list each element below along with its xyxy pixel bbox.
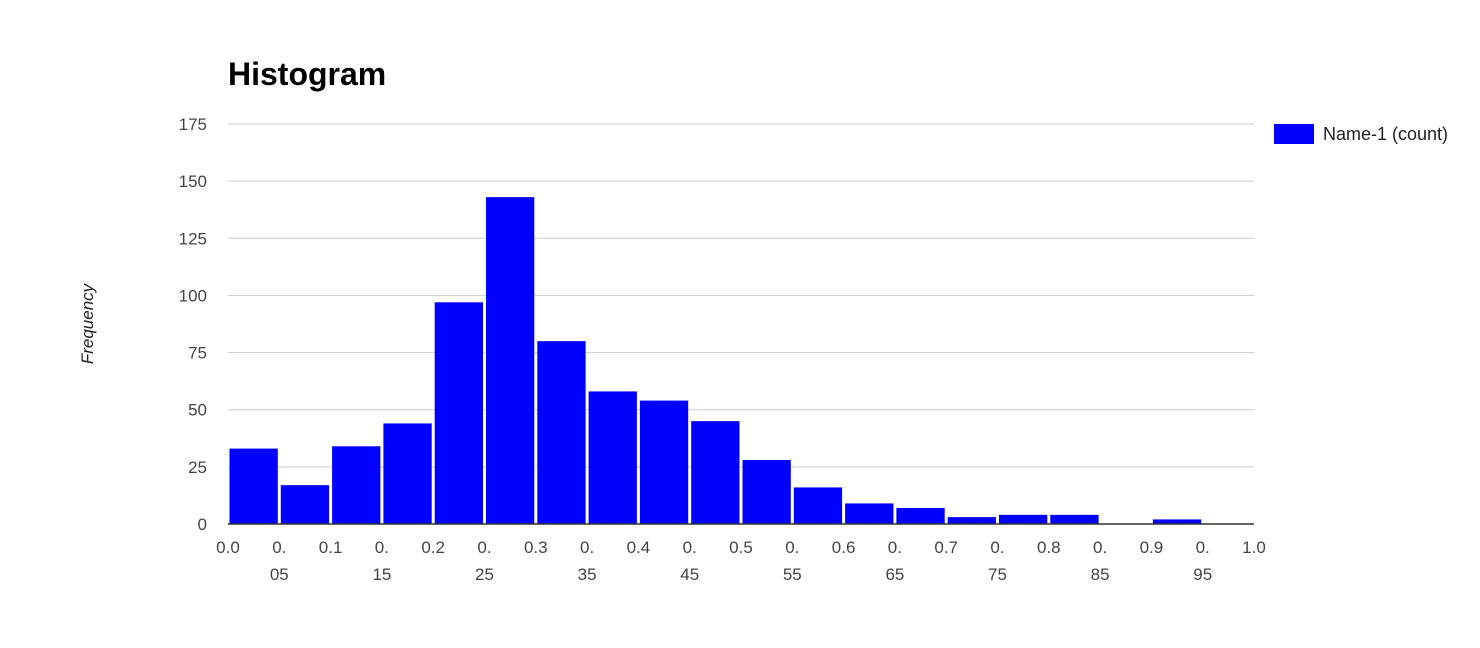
- x-tick-label: 0.0: [216, 538, 240, 557]
- histogram-bar[interactable]: [1050, 514, 1099, 524]
- x-tick-label-line: 75: [988, 565, 1007, 584]
- x-tick-label: 0.2: [421, 538, 445, 557]
- x-tick-label: 0.4: [627, 538, 651, 557]
- x-tick-label-line: 0.8: [1037, 538, 1061, 557]
- x-tick-label-line: 0.: [1196, 538, 1210, 557]
- x-tick-label-line: 05: [270, 565, 289, 584]
- x-tick-label-line: 0.3: [524, 538, 548, 557]
- x-tick-label-line: 0.5: [729, 538, 753, 557]
- x-tick-label-line: 0.: [990, 538, 1004, 557]
- x-tick-label: 0.6: [832, 538, 856, 557]
- x-tick-label-line: 95: [1193, 565, 1212, 584]
- histogram-bar[interactable]: [588, 391, 637, 524]
- histogram-bar[interactable]: [1152, 519, 1202, 524]
- y-tick-labels: 0 25 50 75 100 125 150 175: [179, 115, 207, 534]
- x-tick-label-line: 0.: [888, 538, 902, 557]
- x-tick-label: 0. 55: [783, 538, 802, 584]
- x-tick-label-line: 25: [475, 565, 494, 584]
- x-tick-label-line: 0.: [1093, 538, 1107, 557]
- gridlines: [228, 123, 1254, 468]
- x-tick-label-line: 0.: [683, 538, 697, 557]
- x-tick-label: 0. 65: [885, 538, 904, 584]
- x-tick-label: 0.8: [1037, 538, 1061, 557]
- histogram-bar[interactable]: [845, 503, 894, 524]
- y-tick-label: 25: [188, 458, 207, 477]
- histogram-bar[interactable]: [229, 448, 278, 524]
- x-tick-label: 0.3: [524, 538, 548, 557]
- x-tick-label: 0.5: [729, 538, 753, 557]
- x-tick-label-line: 0.9: [1140, 538, 1164, 557]
- x-tick-label-line: 45: [680, 565, 699, 584]
- x-tick-label-line: 0.0: [216, 538, 240, 557]
- histogram-bar[interactable]: [947, 517, 996, 524]
- x-tick-label-line: 85: [1091, 565, 1110, 584]
- x-tick-label-line: 0.6: [832, 538, 856, 557]
- y-tick-label: 100: [179, 286, 207, 305]
- x-tick-label-line: 0.: [580, 538, 594, 557]
- histogram-bar[interactable]: [896, 508, 945, 524]
- legend-label: Name-1 (count): [1323, 124, 1448, 144]
- histogram-bar[interactable]: [332, 446, 381, 524]
- histogram-bar[interactable]: [383, 423, 432, 524]
- histogram-bar[interactable]: [639, 400, 689, 524]
- x-tick-label: 0. 95: [1193, 538, 1212, 584]
- histogram-bar[interactable]: [537, 341, 586, 524]
- x-tick-label-line: 0.: [477, 538, 491, 557]
- x-tick-label-line: 15: [372, 565, 391, 584]
- x-tick-label: 0. 75: [988, 538, 1007, 584]
- x-tick-label: 0.7: [934, 538, 958, 557]
- x-tick-label: 0.1: [319, 538, 343, 557]
- x-tick-label: 0.9: [1140, 538, 1164, 557]
- y-tick-label: 150: [179, 172, 207, 191]
- histogram-bar[interactable]: [486, 197, 535, 524]
- x-tick-label: 0. 25: [475, 538, 494, 584]
- x-tick-label-line: 35: [578, 565, 597, 584]
- x-tick-label: 0. 85: [1091, 538, 1110, 584]
- x-tick-label-line: 0.: [785, 538, 799, 557]
- x-tick-labels: 0.0 0. 050.1 0. 150.2 0. 250.3 0. 350.4 0. 450.5 0.…: [216, 538, 1266, 584]
- x-tick-label: 0. 35: [578, 538, 597, 584]
- x-tick-label: 0. 05: [270, 538, 289, 584]
- x-tick-label-line: 1.0: [1242, 538, 1266, 557]
- y-tick-label: 0: [198, 515, 207, 534]
- y-tick-label: 125: [179, 229, 207, 248]
- y-axis-title: Frequency: [78, 282, 97, 364]
- histogram-bar[interactable]: [691, 421, 740, 524]
- x-tick-label-line: 55: [783, 565, 802, 584]
- x-tick-label-line: 0.7: [934, 538, 958, 557]
- y-tick-label: 75: [188, 344, 207, 363]
- x-tick-label-line: 0.4: [627, 538, 651, 557]
- chart-title: Histogram: [228, 56, 386, 92]
- histogram-bar[interactable]: [434, 302, 483, 524]
- histogram-bar[interactable]: [742, 460, 791, 524]
- y-tick-label: 50: [188, 401, 207, 420]
- histogram-bar[interactable]: [793, 487, 843, 524]
- x-tick-label: 0. 15: [372, 538, 391, 584]
- histogram-bar[interactable]: [999, 514, 1048, 524]
- x-tick-label-line: 0.: [375, 538, 389, 557]
- x-tick-label: 0. 45: [680, 538, 699, 584]
- bars: [229, 197, 1202, 524]
- legend[interactable]: Name-1 (count): [1274, 124, 1448, 144]
- x-tick-label-line: 0.2: [421, 538, 445, 557]
- x-tick-label-line: 0.: [272, 538, 286, 557]
- legend-swatch: [1274, 124, 1314, 144]
- x-tick-label: 1.0: [1242, 538, 1266, 557]
- y-tick-label: 175: [179, 115, 207, 134]
- histogram-bar[interactable]: [280, 485, 330, 524]
- x-tick-label-line: 65: [885, 565, 904, 584]
- x-tick-label-line: 0.1: [319, 538, 343, 557]
